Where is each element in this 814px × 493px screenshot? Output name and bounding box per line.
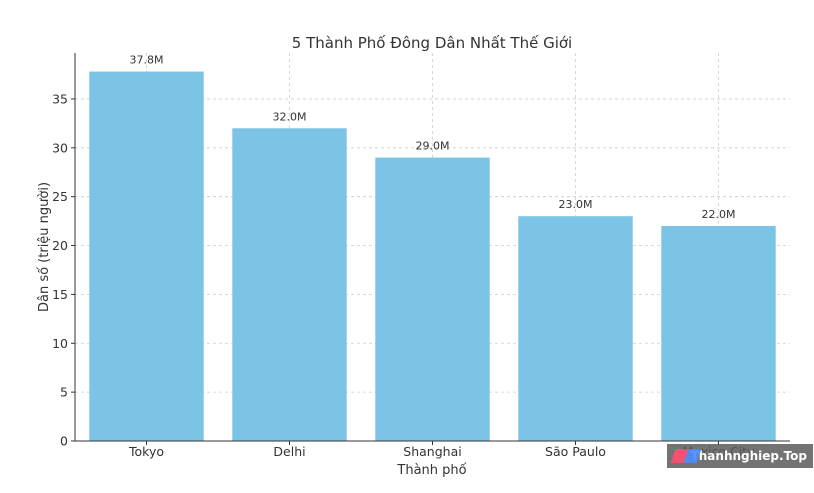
bar-value-label: 22.0M [702,208,736,221]
bar-tokyo [89,71,204,441]
bar-mexico-city [661,225,776,441]
x-tick-label: São Paulo [545,444,606,459]
bar-value-label: 29.0M [416,140,450,153]
y-axis-label: Dân số (triệu người) [37,182,52,312]
bar-value-label: 32.0M [273,110,307,123]
x-tick-label: Tokyo [128,444,164,459]
watermark-text: Thanhnghiep.Top [690,449,807,463]
bar-delhi [232,128,347,442]
bar-shanghai [375,157,490,441]
bar-value-label: 37.8M [130,54,164,67]
bars-group [89,71,776,442]
x-axis-label: Thành phố [396,463,466,478]
y-tick-label: 0 [60,434,68,449]
y-tick-label: 10 [52,336,68,351]
chart-title: 5 Thành Phố Đông Dân Nhất Thế Giới [292,34,572,52]
y-tick-label: 5 [60,385,68,400]
bar-s-o-paulo [518,216,633,441]
y-tick-label: 30 [52,140,68,155]
y-tick-label: 25 [52,189,68,204]
y-tick-label: 15 [52,287,68,302]
y-tick-label: 20 [52,238,68,253]
x-tick-label: Delhi [273,444,305,459]
y-tick-label: 35 [52,91,68,106]
x-tick-label: Shanghai [403,444,461,459]
bar-value-label: 23.0M [559,198,593,211]
watermark-logo-icon [670,449,702,463]
value-labels-group: 37.8M 32.0M 29.0M 23.0M 22.0M [130,54,736,221]
watermark-badge: Thanhnghiep.Top [667,444,813,468]
y-axis: 0 5 10 15 20 25 30 35 [52,53,76,449]
